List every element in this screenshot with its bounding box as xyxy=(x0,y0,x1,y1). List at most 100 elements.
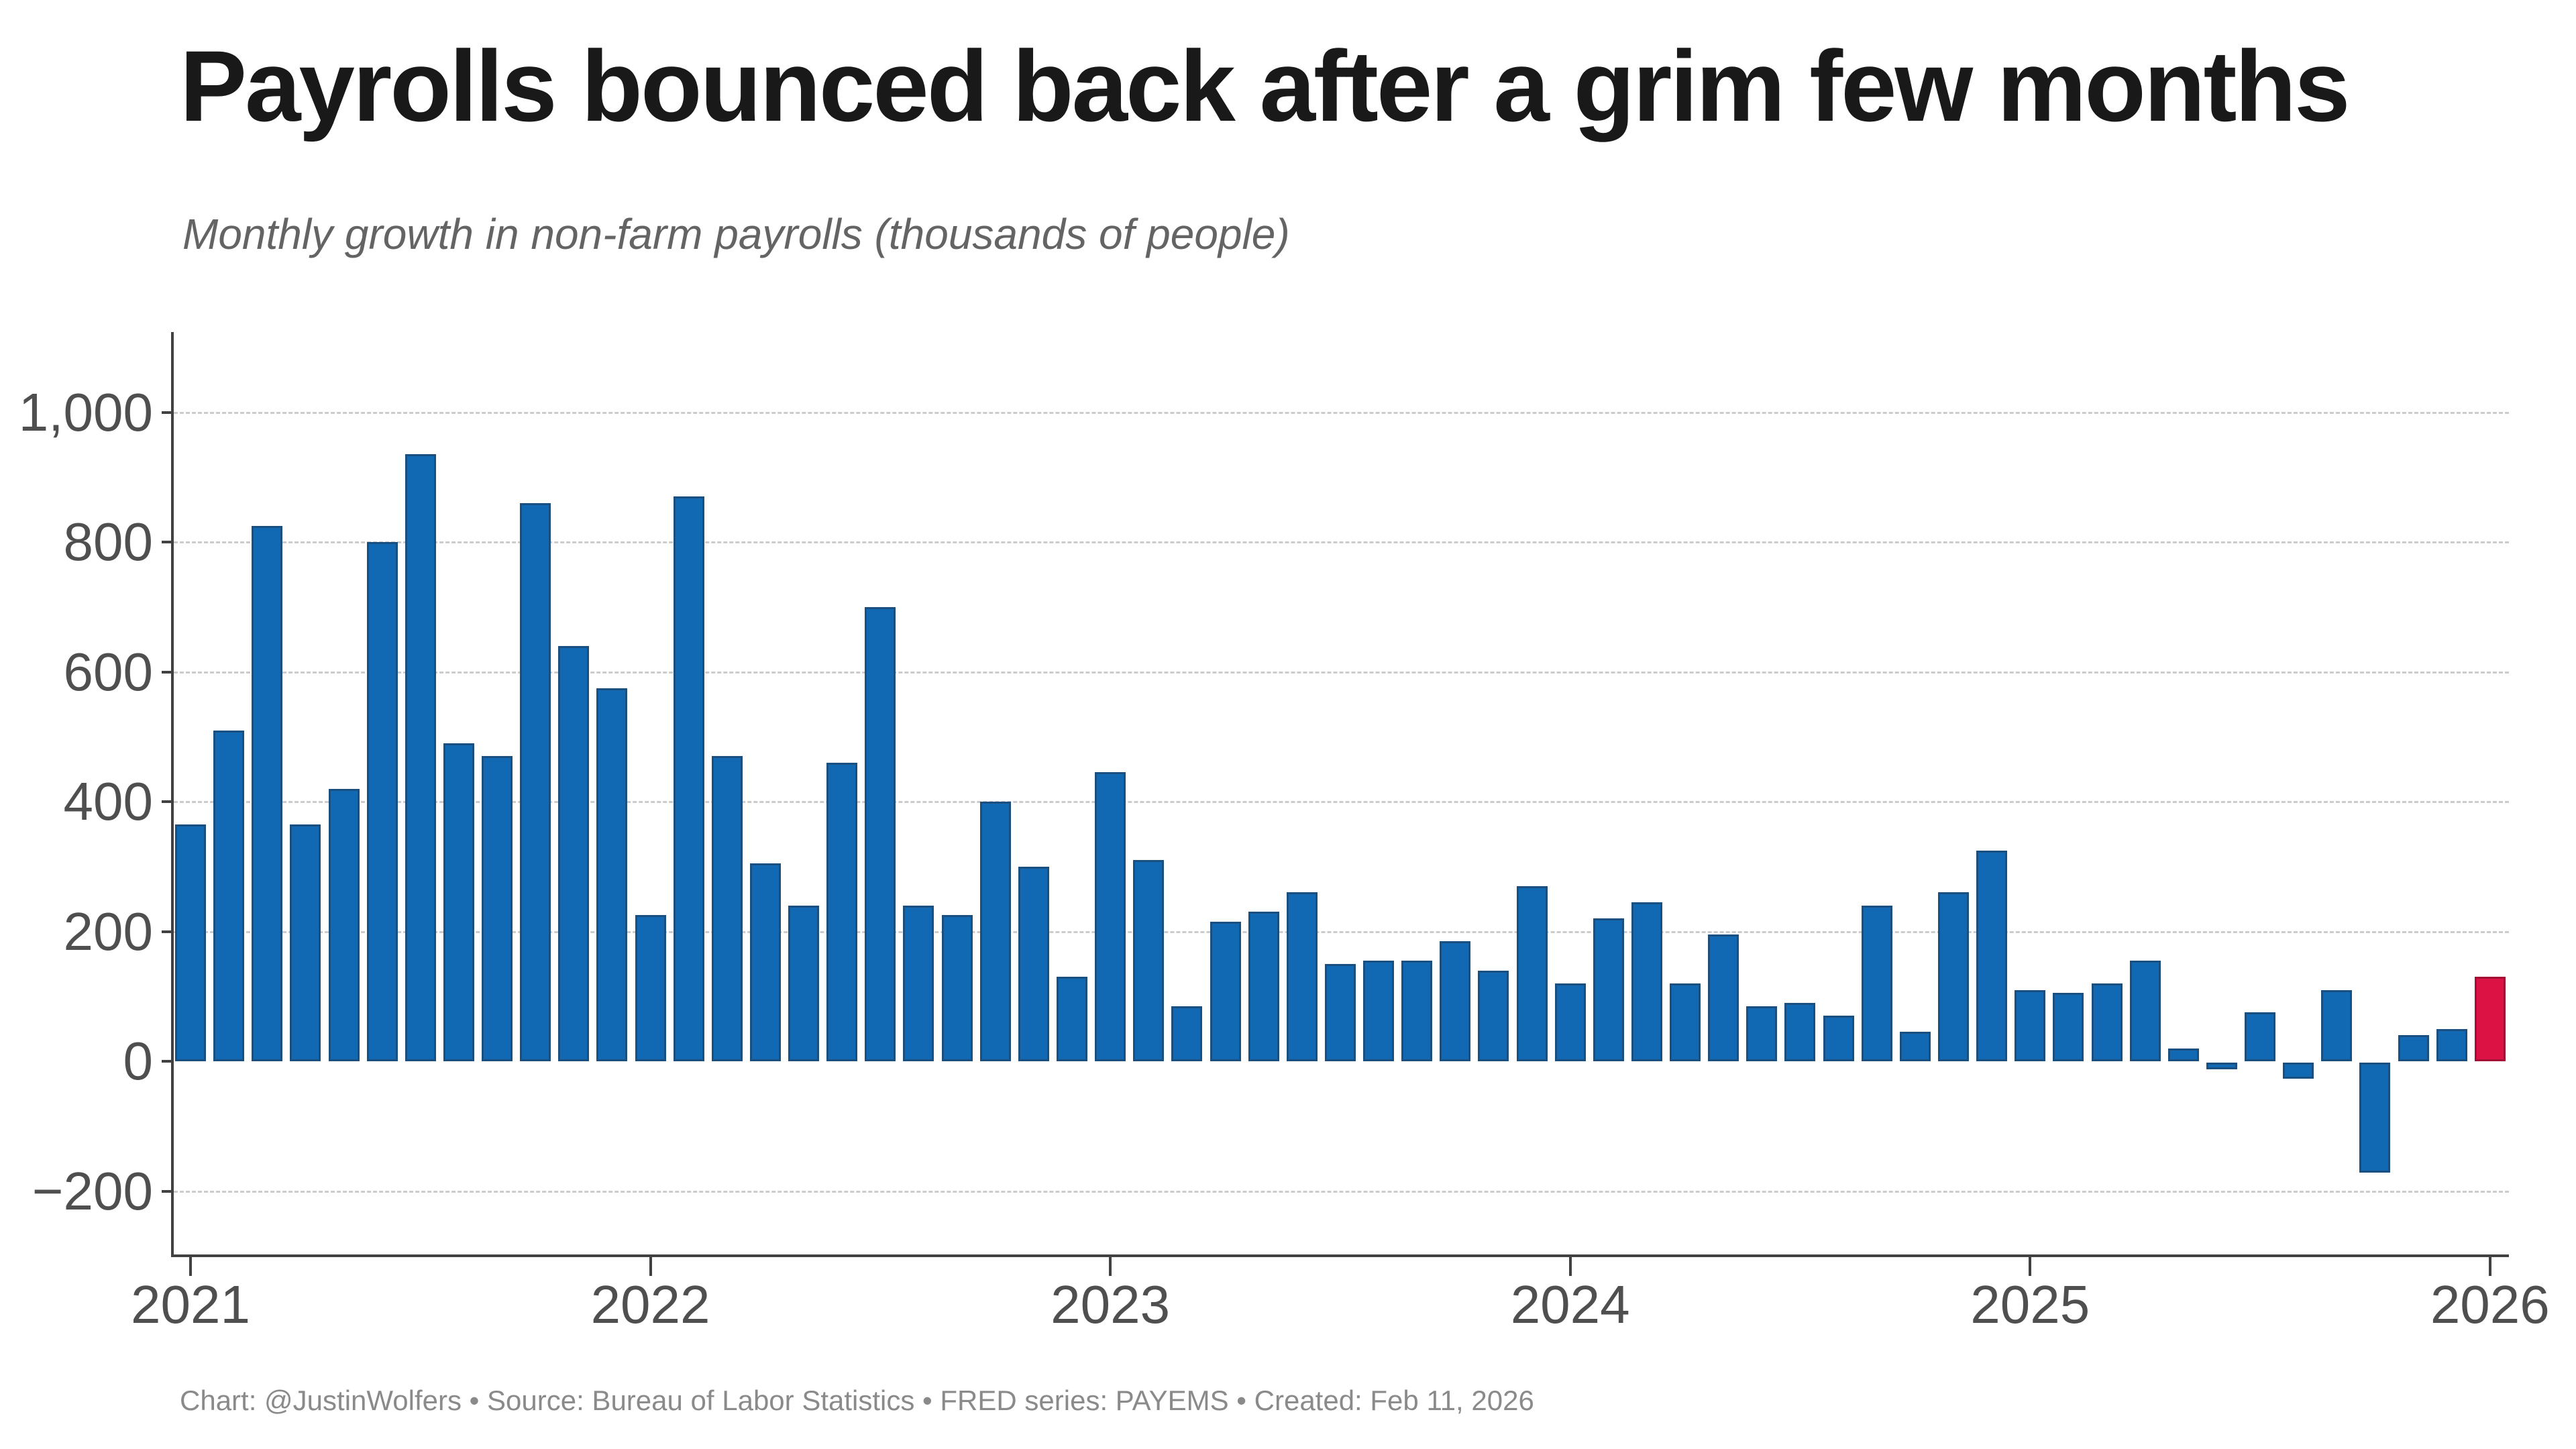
bar-2024-11 xyxy=(1937,892,1969,1061)
y-gridline-600 xyxy=(174,671,2509,674)
y-tick-label-200: 200 xyxy=(63,901,153,961)
y-gridline-800 xyxy=(174,541,2509,543)
bar-2022-01 xyxy=(635,915,666,1061)
bar-2022-10 xyxy=(979,802,1011,1061)
bar-2022-07 xyxy=(865,606,896,1061)
bar-2021-06 xyxy=(366,542,398,1061)
bar-2021-02 xyxy=(213,730,245,1061)
bar-2022-09 xyxy=(941,915,973,1061)
x-tick-label-2026: 2026 xyxy=(2430,1275,2550,1334)
bar-2024-05 xyxy=(1708,934,1739,1061)
bar-2025-10 xyxy=(2359,1063,2391,1173)
bar-2024-03 xyxy=(1631,902,1662,1061)
bar-2023-10 xyxy=(1440,941,1471,1061)
bar-2021-10 xyxy=(520,502,551,1061)
x-tick-label-2023: 2023 xyxy=(1051,1275,1171,1334)
bar-2023-05 xyxy=(1248,912,1279,1061)
bar-2024-02 xyxy=(1593,918,1624,1061)
bar-2021-05 xyxy=(328,788,360,1061)
bar-2024-09 xyxy=(1861,905,1892,1061)
y-gridline-400 xyxy=(174,801,2509,803)
y-tick-0 xyxy=(162,1060,171,1063)
bar-2021-07 xyxy=(405,454,436,1061)
chart-title: Payrolls bounced back after a grim few m… xyxy=(180,30,2351,142)
bar-2022-08 xyxy=(903,905,934,1061)
x-tick-2026 xyxy=(2488,1257,2491,1276)
x-tick-label-2025: 2025 xyxy=(1970,1275,2090,1334)
bar-2025-04 xyxy=(2129,961,2161,1061)
bar-2025-07 xyxy=(2245,1012,2276,1061)
x-tick-label-2024: 2024 xyxy=(1510,1275,1630,1334)
bar-2023-04 xyxy=(1210,921,1241,1061)
x-tick-2025 xyxy=(2029,1257,2032,1276)
bar-2026-01 xyxy=(2474,977,2506,1061)
y-tick-1000 xyxy=(162,411,171,414)
x-tick-label-2021: 2021 xyxy=(131,1275,250,1334)
y-tick--200 xyxy=(162,1189,171,1193)
bar-2024-07 xyxy=(1784,1002,1816,1061)
bar-2025-02 xyxy=(2053,993,2084,1061)
y-tick-label-800: 800 xyxy=(63,512,153,572)
bar-2021-12 xyxy=(596,688,628,1061)
bar-2025-06 xyxy=(2206,1063,2237,1069)
bar-2023-12 xyxy=(1516,885,1548,1061)
bar-2024-01 xyxy=(1554,983,1586,1061)
y-gridline-200 xyxy=(174,930,2509,933)
y-tick-400 xyxy=(162,800,171,803)
y-tick-600 xyxy=(162,670,171,674)
bar-2024-06 xyxy=(1746,1006,1778,1061)
bar-2025-03 xyxy=(2091,983,2123,1061)
bar-2022-05 xyxy=(788,905,820,1061)
bar-2022-03 xyxy=(711,756,743,1061)
bar-2025-11 xyxy=(2398,1035,2429,1061)
bar-2024-10 xyxy=(1899,1032,1931,1061)
bar-2021-01 xyxy=(175,824,206,1061)
y-tick-label-400: 400 xyxy=(63,771,153,831)
x-tick-2022 xyxy=(649,1257,652,1276)
bar-2021-09 xyxy=(482,756,513,1061)
chart-subtitle: Monthly growth in non-farm payrolls (tho… xyxy=(182,210,1290,258)
bar-2024-12 xyxy=(1976,850,2008,1061)
x-tick-2021 xyxy=(189,1257,192,1276)
bar-2023-09 xyxy=(1401,961,1433,1061)
bar-2021-11 xyxy=(558,645,590,1061)
bar-2025-08 xyxy=(2283,1063,2314,1079)
y-tick-label-1000: 1,000 xyxy=(18,382,153,442)
x-tick-2024 xyxy=(1568,1257,1572,1276)
bar-2021-03 xyxy=(252,525,283,1061)
bar-2022-12 xyxy=(1056,977,1087,1061)
y-tick-label-0: 0 xyxy=(123,1031,154,1091)
y-tick-800 xyxy=(162,541,171,543)
y-axis-line xyxy=(171,332,174,1257)
bar-2024-04 xyxy=(1670,983,1701,1061)
y-tick-label--200: −200 xyxy=(32,1161,153,1221)
x-tick-2023 xyxy=(1109,1257,1112,1276)
bar-2025-01 xyxy=(2015,989,2046,1061)
bar-2023-06 xyxy=(1286,892,1318,1061)
bar-2023-11 xyxy=(1478,970,1509,1061)
x-tick-label-2022: 2022 xyxy=(590,1275,710,1334)
bar-2023-07 xyxy=(1324,963,1356,1061)
bar-2021-04 xyxy=(290,824,321,1061)
bar-2022-02 xyxy=(673,496,704,1061)
bar-2022-04 xyxy=(749,863,781,1061)
y-tick-label-600: 600 xyxy=(63,641,153,702)
bar-2025-05 xyxy=(2167,1048,2199,1061)
bar-2025-12 xyxy=(2436,1028,2467,1061)
bar-2023-08 xyxy=(1363,961,1395,1061)
bar-2023-01 xyxy=(1095,772,1126,1061)
bar-2022-11 xyxy=(1018,866,1049,1061)
y-gridline-1000 xyxy=(174,411,2509,414)
x-axis-line xyxy=(171,1254,2509,1257)
bar-2025-09 xyxy=(2321,989,2353,1061)
bar-2023-02 xyxy=(1133,860,1165,1061)
y-gridline--200 xyxy=(174,1190,2509,1193)
bar-2022-06 xyxy=(826,762,858,1061)
bar-2024-08 xyxy=(1823,1016,1854,1061)
bar-2021-08 xyxy=(443,743,474,1061)
source-note: Chart: @JustinWolfers • Source: Bureau o… xyxy=(180,1385,1534,1416)
bar-2023-03 xyxy=(1171,1006,1203,1061)
y-tick-200 xyxy=(162,930,171,933)
